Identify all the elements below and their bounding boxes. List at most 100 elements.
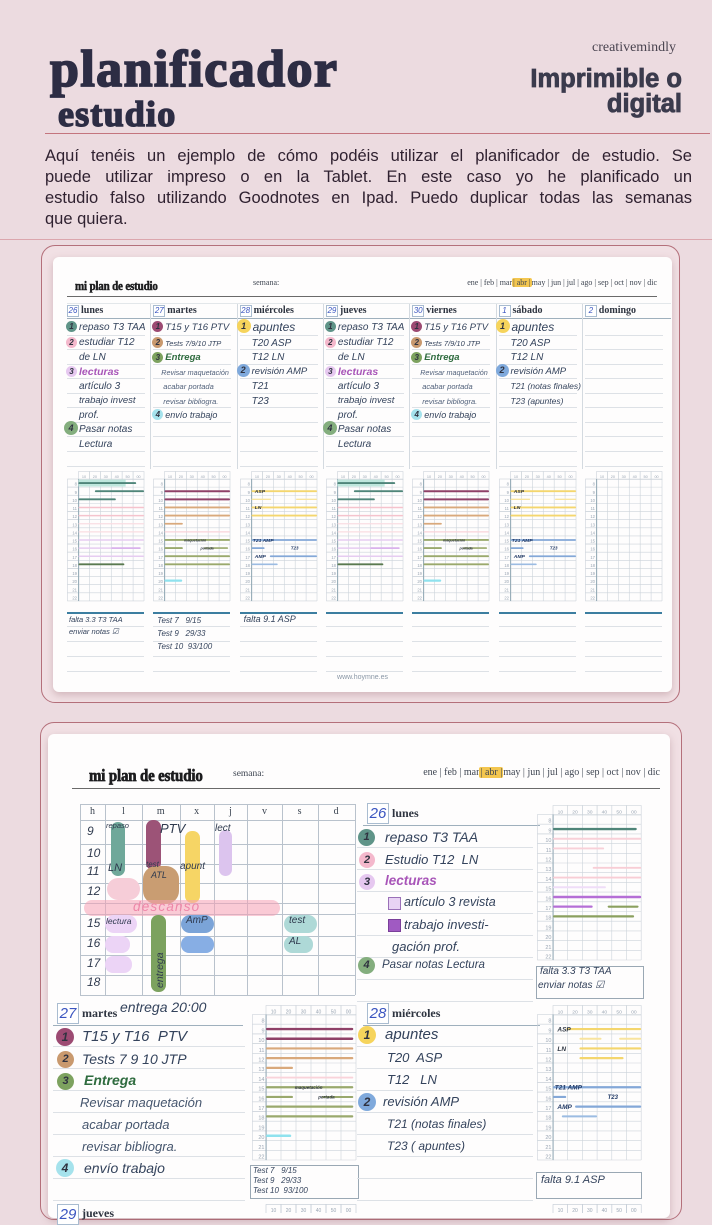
svg-text:00: 00 <box>346 1208 352 1213</box>
svg-text:9: 9 <box>548 828 551 834</box>
svg-text:16: 16 <box>504 547 509 552</box>
svg-text:00: 00 <box>136 475 140 479</box>
svg-text:9: 9 <box>75 490 78 495</box>
svg-text:20: 20 <box>545 935 551 941</box>
svg-text:00: 00 <box>631 1208 637 1213</box>
svg-text:10: 10 <box>590 498 595 503</box>
svg-text:50: 50 <box>384 475 388 479</box>
svg-text:13: 13 <box>590 522 595 527</box>
svg-text:50: 50 <box>557 475 561 479</box>
svg-text:17: 17 <box>504 555 509 560</box>
svg-text:14: 14 <box>159 530 164 535</box>
svg-text:00: 00 <box>395 475 399 479</box>
svg-text:50: 50 <box>298 475 302 479</box>
svg-text:20: 20 <box>265 475 269 479</box>
svg-text:LN: LN <box>557 1046 566 1053</box>
svg-text:13: 13 <box>245 522 250 527</box>
svg-text:19: 19 <box>331 571 336 576</box>
svg-text:20: 20 <box>611 475 615 479</box>
svg-text:19: 19 <box>418 571 423 576</box>
svg-text:16: 16 <box>418 547 423 552</box>
svg-text:18: 18 <box>545 1116 551 1122</box>
svg-text:AMP: AMP <box>512 554 525 560</box>
svg-text:22: 22 <box>418 595 423 600</box>
svg-text:22: 22 <box>545 954 551 960</box>
svg-text:9: 9 <box>420 490 423 495</box>
svg-text:40: 40 <box>632 475 636 479</box>
svg-text:13: 13 <box>418 522 423 527</box>
svg-text:10: 10 <box>545 838 551 844</box>
svg-text:8: 8 <box>548 1019 551 1025</box>
svg-text:15: 15 <box>245 539 250 544</box>
svg-text:9: 9 <box>506 490 509 495</box>
svg-text:16: 16 <box>159 547 164 552</box>
svg-text:16: 16 <box>72 547 77 552</box>
svg-text:19: 19 <box>504 571 509 576</box>
svg-text:10: 10 <box>504 498 509 503</box>
svg-text:18: 18 <box>590 563 595 568</box>
svg-text:16: 16 <box>590 547 595 552</box>
svg-text:18: 18 <box>159 563 164 568</box>
svg-text:9: 9 <box>334 490 337 495</box>
svg-text:17: 17 <box>590 555 595 560</box>
svg-text:20: 20 <box>72 579 77 584</box>
svg-text:19: 19 <box>590 571 595 576</box>
svg-text:14: 14 <box>245 530 250 535</box>
svg-text:20: 20 <box>331 579 336 584</box>
svg-text:10: 10 <box>271 1009 277 1015</box>
svg-text:13: 13 <box>331 522 336 527</box>
svg-text:maquetación: maquetación <box>184 538 207 542</box>
svg-text:9: 9 <box>592 490 595 495</box>
svg-text:14: 14 <box>418 530 423 535</box>
svg-text:14: 14 <box>258 1077 264 1083</box>
svg-text:30: 30 <box>301 1208 307 1213</box>
svg-text:10: 10 <box>271 1208 277 1213</box>
svg-text:18: 18 <box>72 563 77 568</box>
svg-text:10: 10 <box>341 475 345 479</box>
svg-text:10: 10 <box>159 498 164 503</box>
svg-text:T21 AMP: T21 AMP <box>555 1085 583 1092</box>
svg-text:22: 22 <box>258 1155 264 1161</box>
svg-text:40: 40 <box>602 1208 608 1213</box>
svg-text:18: 18 <box>418 563 423 568</box>
svg-text:40: 40 <box>602 1009 608 1015</box>
svg-text:30: 30 <box>301 1009 307 1015</box>
svg-text:17: 17 <box>331 555 336 560</box>
svg-text:16: 16 <box>258 1096 264 1102</box>
svg-text:12: 12 <box>590 514 595 519</box>
svg-text:10: 10 <box>245 498 250 503</box>
svg-text:22: 22 <box>545 1154 551 1160</box>
svg-text:15: 15 <box>590 539 595 544</box>
svg-text:40: 40 <box>316 1009 322 1015</box>
svg-text:portada: portada <box>200 546 214 550</box>
svg-text:30: 30 <box>587 1009 593 1015</box>
svg-text:11: 11 <box>245 506 250 511</box>
svg-text:8: 8 <box>506 482 509 487</box>
svg-text:40: 40 <box>201 475 205 479</box>
svg-text:11: 11 <box>546 848 552 854</box>
svg-text:50: 50 <box>212 475 216 479</box>
svg-text:17: 17 <box>245 555 250 560</box>
svg-text:8: 8 <box>334 482 337 487</box>
svg-text:50: 50 <box>331 1009 337 1015</box>
svg-text:12: 12 <box>331 514 336 519</box>
svg-text:12: 12 <box>245 514 250 519</box>
svg-text:AMP: AMP <box>253 554 266 560</box>
svg-text:12: 12 <box>159 514 164 519</box>
svg-text:22: 22 <box>72 595 77 600</box>
svg-text:30: 30 <box>190 475 194 479</box>
svg-text:19: 19 <box>545 1125 551 1131</box>
svg-text:14: 14 <box>331 530 336 535</box>
svg-text:15: 15 <box>159 539 164 544</box>
svg-text:00: 00 <box>568 475 572 479</box>
svg-text:15: 15 <box>331 539 336 544</box>
svg-text:10: 10 <box>168 475 172 479</box>
svg-text:30: 30 <box>621 475 625 479</box>
svg-text:14: 14 <box>72 530 77 535</box>
svg-text:portada: portada <box>459 546 473 550</box>
svg-text:10: 10 <box>254 475 258 479</box>
svg-text:9: 9 <box>261 1028 264 1034</box>
svg-text:10: 10 <box>558 809 564 815</box>
svg-text:LN: LN <box>513 505 520 511</box>
svg-text:19: 19 <box>159 571 164 576</box>
